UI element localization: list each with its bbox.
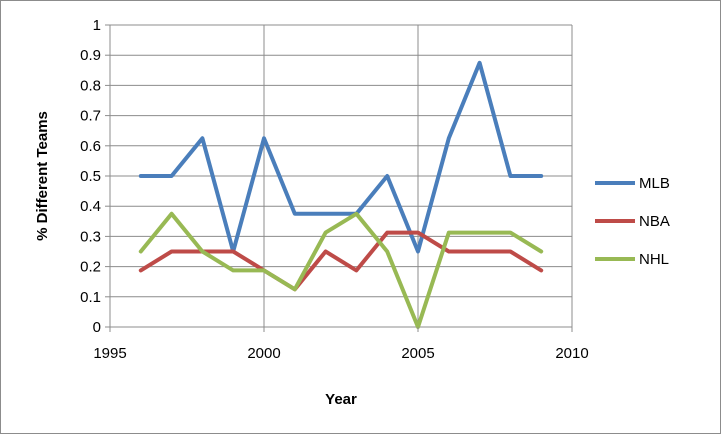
y-tick-label: 0.2 <box>80 259 101 276</box>
series-line-nba <box>138 230 544 292</box>
series-line-nhl <box>138 211 544 329</box>
y-tick-label: 0.4 <box>80 198 101 215</box>
y-tick-label: 0.1 <box>80 289 101 306</box>
y-tick-label: 0.3 <box>80 228 101 245</box>
x-tick-label: 2005 <box>401 345 434 362</box>
legend-label: NHL <box>639 251 669 268</box>
series-lines <box>138 60 544 329</box>
gridlines <box>109 24 573 328</box>
legend-item-mlb: MLB <box>595 175 670 192</box>
x-axis-title: Year <box>325 391 357 408</box>
y-tick-label: 0.5 <box>80 168 101 185</box>
legend-label: MLB <box>639 175 670 192</box>
y-tick-label: 0.6 <box>80 138 101 155</box>
y-axis-title: % Different Teams <box>34 111 51 241</box>
series-line-mlb <box>138 60 544 254</box>
legend-item-nhl: NHL <box>595 251 669 268</box>
legend-item-nba: NBA <box>595 213 670 230</box>
legend-label: NBA <box>639 213 670 230</box>
y-tick-label: 1 <box>93 17 101 34</box>
y-tick-label: 0 <box>93 319 101 336</box>
legend: MLB NBA NHL <box>595 175 670 268</box>
x-tick-label: 2000 <box>247 345 280 362</box>
y-tick-label: 0.9 <box>80 47 101 64</box>
y-axis-ticks: 0 0.1 0.2 0.3 0.4 0.5 0.6 0.7 0.8 0.9 1 <box>80 17 110 336</box>
y-tick-label: 0.8 <box>80 77 101 94</box>
y-tick-label: 0.7 <box>80 108 101 125</box>
x-tick-label: 1995 <box>93 345 126 362</box>
x-tick-label: 2010 <box>555 345 588 362</box>
x-axis-ticks: 1995 2000 2005 2010 <box>93 327 589 362</box>
